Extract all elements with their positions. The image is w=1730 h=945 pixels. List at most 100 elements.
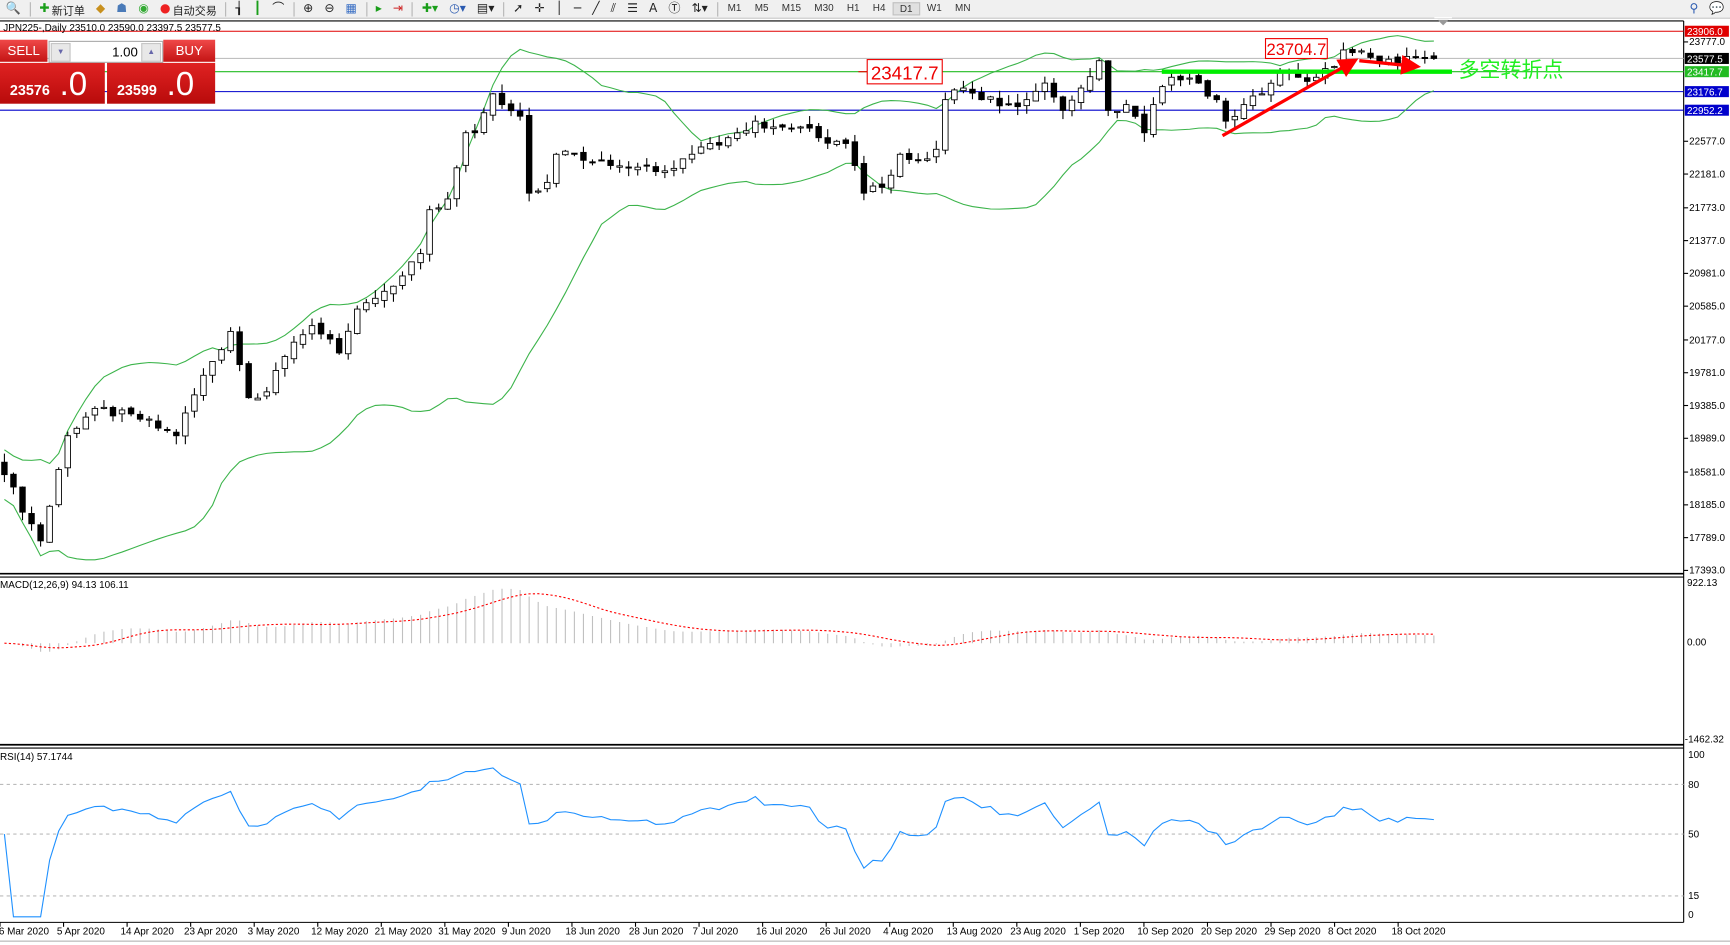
candle[interactable] [507, 99, 515, 117]
candle[interactable] [869, 182, 877, 193]
candle[interactable] [1132, 105, 1139, 119]
candle[interactable] [173, 429, 180, 445]
chart-shift-button[interactable]: ⇥ [387, 0, 408, 18]
candle[interactable] [516, 102, 524, 121]
candle[interactable] [372, 290, 379, 307]
candle[interactable] [272, 362, 280, 396]
candle[interactable] [1222, 97, 1229, 129]
crosshair-tool[interactable]: ✛ [529, 0, 550, 18]
candle[interactable] [1421, 50, 1429, 64]
candle[interactable] [770, 119, 777, 135]
buy-button[interactable]: BUY [163, 39, 216, 62]
candle[interactable] [878, 176, 886, 194]
candle[interactable] [661, 165, 669, 179]
candle[interactable] [942, 92, 949, 155]
zoom-in-button[interactable]: ⊕ [298, 0, 319, 18]
candle[interactable] [688, 145, 696, 164]
candle[interactable] [905, 148, 913, 165]
candle[interactable] [860, 155, 868, 201]
candle[interactable] [978, 86, 985, 101]
new-order-button[interactable]: ✚ 新订单 [34, 0, 91, 18]
candle[interactable] [833, 139, 840, 147]
candle[interactable] [616, 159, 623, 173]
candle[interactable] [1, 453, 8, 483]
candle[interactable] [426, 205, 433, 262]
candle[interactable] [191, 388, 198, 418]
candle[interactable] [933, 140, 940, 164]
candle[interactable] [761, 118, 768, 133]
candle[interactable] [1240, 98, 1248, 120]
timeframe-m1[interactable]: M1 [727, 2, 742, 14]
candle[interactable] [1258, 87, 1266, 96]
candle[interactable] [1195, 72, 1202, 84]
candle[interactable] [553, 152, 560, 188]
candle[interactable] [381, 283, 388, 308]
candle[interactable] [164, 426, 171, 433]
candle[interactable] [1267, 79, 1275, 102]
candle[interactable] [824, 129, 831, 149]
candle[interactable] [281, 354, 289, 377]
buy-price-button[interactable]: 23599 .0 [107, 62, 216, 104]
candle[interactable] [408, 261, 415, 281]
uptrend-arrow[interactable] [1221, 58, 1359, 138]
auto-scroll-button[interactable]: ▸ [370, 0, 387, 18]
candle[interactable] [1249, 89, 1257, 110]
lot-increase-button[interactable]: ▲ [141, 43, 162, 62]
candle[interactable] [435, 203, 442, 212]
candle[interactable] [317, 317, 325, 340]
candle[interactable] [1358, 48, 1365, 55]
candle[interactable] [634, 162, 641, 176]
candle[interactable] [1014, 93, 1021, 116]
sell-button[interactable]: SELL [0, 39, 48, 62]
candle[interactable] [1430, 52, 1438, 60]
candle[interactable] [155, 414, 162, 432]
candle[interactable] [679, 158, 687, 174]
bar-chart-button[interactable]: ┧ [230, 0, 248, 18]
timeframe-w1[interactable]: W1 [926, 2, 942, 14]
candle[interactable] [1068, 95, 1076, 117]
candle[interactable] [1005, 95, 1012, 107]
candle[interactable] [1077, 84, 1085, 110]
candle[interactable] [182, 406, 189, 445]
candle[interactable] [752, 115, 759, 138]
candle[interactable] [580, 146, 587, 169]
arrows-tool[interactable]: ⇅▾ [686, 0, 713, 18]
candle[interactable] [390, 285, 397, 302]
candle[interactable] [109, 405, 117, 422]
candle[interactable] [209, 361, 216, 383]
candle[interactable] [1114, 110, 1121, 119]
candle[interactable] [453, 165, 460, 207]
candle[interactable] [887, 169, 895, 194]
indicators-button[interactable]: ✚▾ [416, 0, 443, 18]
candle[interactable] [734, 127, 741, 142]
lot-size-input[interactable]: ▼ 1.00 ▲ [48, 40, 164, 63]
search-button[interactable]: ⚲ [1684, 0, 1704, 18]
candle[interactable] [480, 107, 488, 135]
candle[interactable] [842, 137, 850, 149]
candle[interactable] [127, 406, 135, 417]
templates-button[interactable]: ▤▾ [471, 0, 500, 18]
candle[interactable] [417, 248, 424, 270]
timeframe-m15[interactable]: M15 [781, 2, 802, 14]
candle[interactable] [625, 161, 632, 177]
candle[interactable] [290, 336, 298, 364]
price-axis[interactable]: 23777.0 22577.0 22181.0 21773.0 21377.0 20981… [1683, 25, 1729, 577]
candle[interactable] [28, 506, 35, 531]
candle[interactable] [1204, 79, 1211, 99]
candle[interactable] [462, 130, 470, 173]
candle[interactable] [345, 323, 352, 360]
candle[interactable] [951, 88, 958, 105]
sideways-arrow[interactable] [1359, 55, 1422, 75]
timeframe-h4[interactable]: H4 [872, 2, 886, 14]
candle[interactable] [91, 406, 99, 422]
timeframe-m5[interactable]: M5 [754, 2, 769, 14]
horizontal-line-tool[interactable]: ─ [568, 0, 586, 18]
candle[interactable] [227, 327, 234, 353]
candle[interactable] [489, 92, 497, 121]
candle[interactable] [1059, 95, 1067, 120]
chart-shift-marker-icon[interactable] [1437, 19, 1449, 26]
candle[interactable] [245, 361, 252, 399]
signal-button[interactable]: ◉ [133, 0, 155, 18]
candle[interactable] [1050, 78, 1058, 103]
